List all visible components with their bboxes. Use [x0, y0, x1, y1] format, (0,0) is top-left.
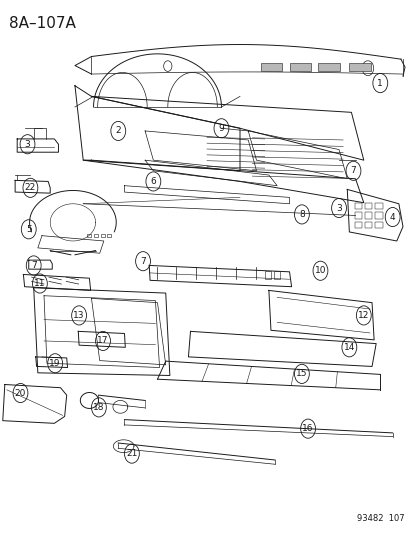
- Bar: [318, 63, 339, 71]
- Text: 7: 7: [31, 261, 36, 270]
- Text: 12: 12: [357, 311, 368, 320]
- Text: 17: 17: [97, 336, 109, 345]
- Text: 5: 5: [26, 225, 31, 234]
- Bar: [354, 203, 361, 209]
- Text: 11: 11: [34, 279, 45, 288]
- Bar: [273, 271, 280, 279]
- Bar: [87, 233, 91, 237]
- Bar: [264, 271, 271, 279]
- Bar: [107, 233, 111, 237]
- Text: 8: 8: [298, 210, 304, 219]
- Bar: [375, 212, 382, 219]
- Bar: [364, 212, 372, 219]
- Text: 1: 1: [377, 78, 382, 87]
- Text: 9: 9: [218, 124, 224, 133]
- Text: 14: 14: [343, 343, 354, 352]
- Text: 15: 15: [295, 369, 307, 378]
- Text: 8A–107A: 8A–107A: [9, 15, 76, 30]
- Text: 10: 10: [314, 266, 325, 275]
- Text: 93482  107: 93482 107: [356, 514, 404, 523]
- Text: 3: 3: [25, 140, 30, 149]
- Text: 20: 20: [15, 389, 26, 398]
- Bar: [100, 233, 104, 237]
- Bar: [364, 222, 372, 228]
- Text: 21: 21: [126, 449, 137, 458]
- Text: 7: 7: [140, 257, 145, 265]
- Text: 18: 18: [93, 403, 104, 412]
- Bar: [260, 63, 281, 71]
- Bar: [375, 203, 382, 209]
- Bar: [354, 212, 361, 219]
- Text: 3: 3: [335, 204, 341, 213]
- Text: 16: 16: [301, 424, 313, 433]
- Bar: [94, 233, 98, 237]
- Text: 22: 22: [25, 183, 36, 192]
- Bar: [375, 222, 382, 228]
- Text: 13: 13: [73, 311, 85, 320]
- Text: 4: 4: [389, 213, 394, 222]
- Text: 6: 6: [150, 177, 156, 186]
- Text: 7: 7: [350, 166, 356, 175]
- Bar: [354, 222, 361, 228]
- Bar: [349, 63, 370, 71]
- Text: 2: 2: [115, 126, 121, 135]
- Text: 19: 19: [49, 359, 61, 368]
- Bar: [289, 63, 310, 71]
- Bar: [364, 203, 372, 209]
